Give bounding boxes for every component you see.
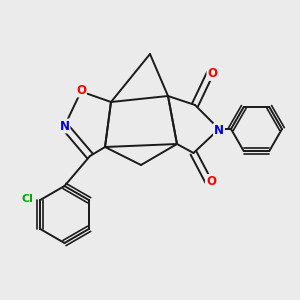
Text: N: N: [214, 124, 224, 137]
Text: N: N: [59, 119, 70, 133]
Text: O: O: [76, 83, 86, 97]
Text: O: O: [206, 175, 216, 188]
Text: O: O: [207, 67, 218, 80]
Text: Cl: Cl: [21, 194, 33, 204]
